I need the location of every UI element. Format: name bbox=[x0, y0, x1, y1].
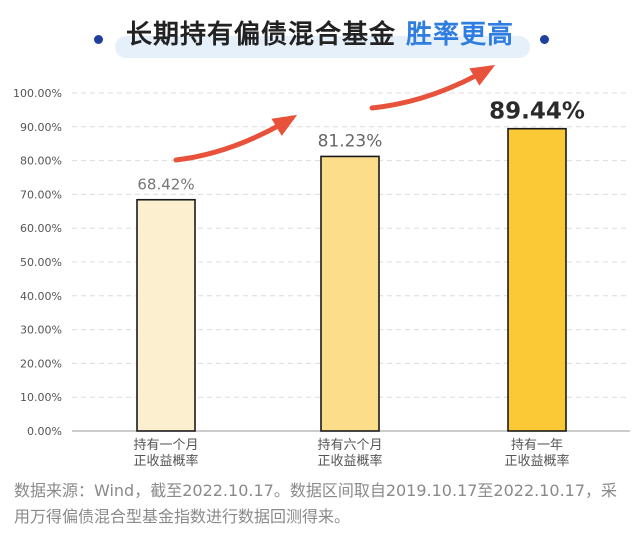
y-tick-label: 30.00% bbox=[20, 324, 62, 337]
x-tick-label: 持有六个月 bbox=[317, 438, 382, 453]
footnote: 数据来源：Wind，截至2022.10.17。数据区间取自2019.10.17至… bbox=[14, 481, 618, 526]
y-tick-label: 90.00% bbox=[20, 121, 62, 134]
bars bbox=[136, 127, 567, 432]
y-tick-label: 40.00% bbox=[20, 290, 62, 303]
y-axis-ticks: 0.00% 10.00% 20.00% 30.00% 40.00% 50.00% 60.00… bbox=[13, 87, 62, 438]
y-tick-label: 80.00% bbox=[20, 155, 62, 168]
trend-arrow-head bbox=[271, 114, 298, 136]
chart-title: 长期持有偏债混合基金 胜率更高 bbox=[0, 14, 640, 51]
trend-arrow-shaft bbox=[173, 115, 295, 163]
y-tick-label: 100.00% bbox=[13, 87, 62, 100]
x-tick-label: 持有一年 bbox=[511, 438, 563, 453]
y-tick-label: 70.00% bbox=[20, 188, 62, 201]
y-tick-label: 60.00% bbox=[20, 222, 62, 235]
title-banner: 长期持有偏债混合基金 胜率更高 bbox=[0, 0, 640, 70]
trend-arrow-head bbox=[469, 65, 496, 86]
trend-arrows bbox=[173, 65, 496, 163]
y-tick-label: 20.00% bbox=[20, 357, 62, 370]
title-highlight: 胜率更高 bbox=[406, 20, 515, 50]
title-highlight-pill bbox=[115, 36, 530, 58]
value-label: 89.44% bbox=[489, 99, 585, 125]
bar bbox=[320, 155, 380, 432]
title-main: 长期持有偏债混合基金 bbox=[125, 20, 396, 50]
y-tick-label: 50.00% bbox=[20, 256, 62, 269]
bar-chart: 0.00% 10.00% 20.00% 30.00% 40.00% 50.00% 60.00… bbox=[13, 65, 630, 469]
value-label: 81.23% bbox=[318, 131, 383, 151]
trend-arrow-shaft bbox=[369, 65, 493, 111]
value-labels: 68.42% 81.23% 89.44% bbox=[137, 99, 585, 194]
x-tick-label: 正收益概率 bbox=[504, 453, 569, 469]
bar bbox=[136, 198, 196, 432]
y-tick-label: 0.00% bbox=[27, 425, 62, 438]
bar bbox=[507, 127, 567, 432]
title-dot-left bbox=[94, 35, 103, 44]
x-tick-label: 正收益概率 bbox=[317, 453, 382, 469]
title-dot-right bbox=[540, 35, 549, 44]
y-tick-label: 10.00% bbox=[20, 391, 62, 404]
x-tick-label: 正收益概率 bbox=[133, 453, 198, 469]
value-label: 68.42% bbox=[137, 176, 194, 194]
x-tick-label: 持有一个月 bbox=[133, 438, 198, 453]
